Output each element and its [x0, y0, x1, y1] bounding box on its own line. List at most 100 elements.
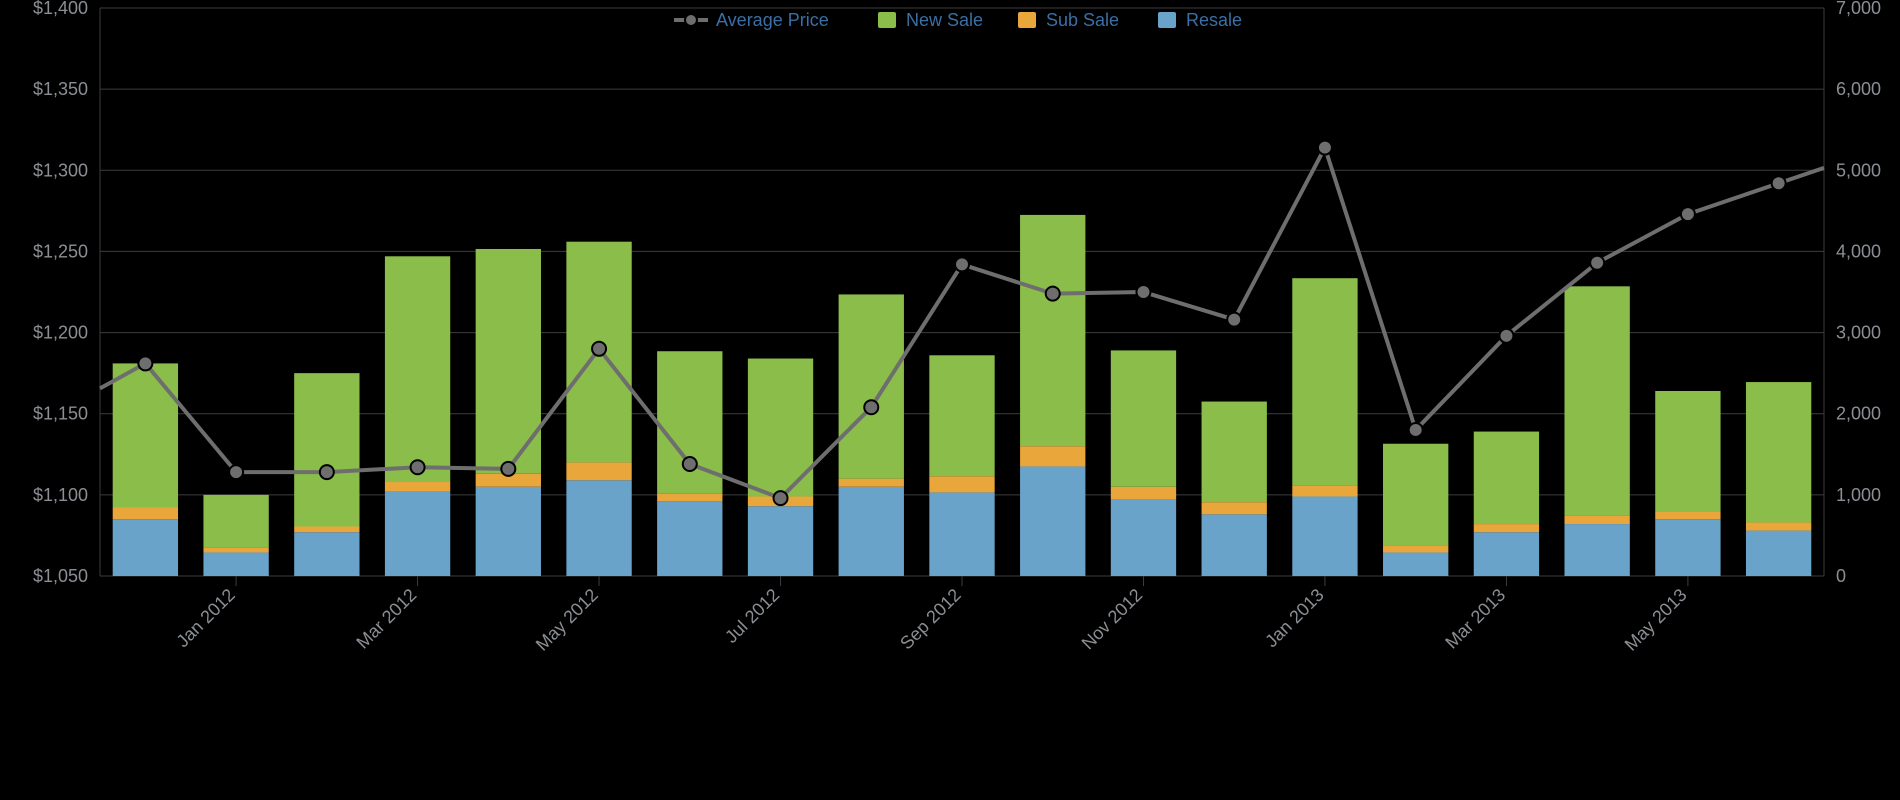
bar-resale[interactable] [1564, 524, 1629, 576]
bar-resale[interactable] [203, 552, 268, 576]
avg-price-marker[interactable] [864, 400, 878, 414]
bar-newsale[interactable] [294, 373, 359, 526]
avg-price-marker[interactable] [1409, 423, 1423, 437]
bar-resale[interactable] [385, 492, 450, 576]
bar-resale[interactable] [748, 506, 813, 576]
avg-price-marker[interactable] [1136, 285, 1150, 299]
avg-price-marker[interactable] [592, 342, 606, 356]
bar-subsale[interactable] [113, 507, 178, 519]
bar-resale[interactable] [1474, 532, 1539, 576]
bar-newsale[interactable] [839, 294, 904, 478]
legend-label[interactable]: New Sale [906, 10, 983, 30]
legend-marker-icon [685, 14, 697, 26]
bar-newsale[interactable] [1474, 432, 1539, 525]
avg-price-marker[interactable] [774, 491, 788, 505]
bar-newsale[interactable] [1383, 444, 1448, 546]
x-tick-label: Jan 2012 [172, 585, 239, 652]
x-axis: Jan 2012Mar 2012May 2012Jul 2012Sep 2012… [172, 576, 1690, 655]
y-left-tick-label: $1,250 [33, 241, 88, 261]
bar-subsale[interactable] [566, 462, 631, 480]
y-left-tick-label: $1,100 [33, 485, 88, 505]
avg-price-marker[interactable] [683, 457, 697, 471]
x-tick-label: Mar 2012 [352, 585, 420, 653]
bar-resale[interactable] [1202, 514, 1267, 576]
bar-resale[interactable] [1746, 531, 1811, 576]
bar-subsale[interactable] [1111, 487, 1176, 500]
bar-subsale[interactable] [929, 476, 994, 492]
y-left-tick-label: $1,400 [33, 0, 88, 18]
legend-label[interactable]: Average Price [716, 10, 829, 30]
bar-resale[interactable] [566, 480, 631, 576]
legend-label[interactable]: Sub Sale [1046, 10, 1119, 30]
bar-subsale[interactable] [1202, 502, 1267, 514]
y-axis-left: $1,050$1,100$1,150$1,200$1,250$1,300$1,3… [33, 0, 88, 586]
avg-price-marker[interactable] [1590, 256, 1604, 270]
avg-price-marker[interactable] [1227, 313, 1241, 327]
bar-newsale[interactable] [1655, 391, 1720, 511]
avg-price-marker[interactable] [1046, 287, 1060, 301]
bar-subsale[interactable] [1292, 486, 1357, 497]
bar-resale[interactable] [1111, 500, 1176, 576]
bar-newsale[interactable] [1292, 278, 1357, 486]
bar-newsale[interactable] [929, 355, 994, 476]
bar-resale[interactable] [929, 492, 994, 576]
bar-resale[interactable] [1292, 496, 1357, 576]
avg-price-marker[interactable] [1681, 207, 1695, 221]
avg-price-marker[interactable] [1499, 329, 1513, 343]
bar-newsale[interactable] [1564, 286, 1629, 516]
bar-newsale[interactable] [1746, 382, 1811, 522]
bar-subsale[interactable] [1655, 511, 1720, 519]
bar-resale[interactable] [1020, 466, 1085, 576]
bar-subsale[interactable] [839, 479, 904, 487]
bar-resale[interactable] [657, 501, 722, 576]
y-right-tick-label: 0 [1836, 566, 1846, 586]
y-right-tick-label: 6,000 [1836, 79, 1881, 99]
bar-newsale[interactable] [1020, 215, 1085, 446]
bar-newsale[interactable] [385, 256, 450, 481]
bar-subsale[interactable] [1564, 516, 1629, 524]
avg-price-marker[interactable] [1318, 141, 1332, 155]
legend-label[interactable]: Resale [1186, 10, 1242, 30]
y-right-tick-label: 3,000 [1836, 323, 1881, 343]
bar-resale[interactable] [1655, 519, 1720, 576]
avg-price-marker[interactable] [1772, 176, 1786, 190]
x-tick-label: Jan 2013 [1261, 585, 1328, 652]
x-tick-label: Mar 2013 [1441, 585, 1509, 653]
bar-subsale[interactable] [1746, 522, 1811, 530]
x-tick-label: Jul 2012 [721, 585, 783, 647]
bar-subsale[interactable] [657, 493, 722, 501]
y-left-tick-label: $1,050 [33, 566, 88, 586]
legend-swatch [1018, 12, 1036, 28]
bar-resale[interactable] [294, 532, 359, 576]
chart-container: $1,050$1,100$1,150$1,200$1,250$1,300$1,3… [0, 0, 1900, 800]
bar-resale[interactable] [839, 487, 904, 576]
y-left-tick-label: $1,200 [33, 323, 88, 343]
avg-price-marker[interactable] [501, 462, 515, 476]
y-right-tick-label: 4,000 [1836, 241, 1881, 261]
y-left-tick-label: $1,300 [33, 160, 88, 180]
avg-price-marker[interactable] [138, 356, 152, 370]
bar-newsale[interactable] [203, 495, 268, 548]
avg-price-marker[interactable] [320, 465, 334, 479]
avg-price-marker[interactable] [229, 465, 243, 479]
bar-newsale[interactable] [1111, 350, 1176, 486]
bar-resale[interactable] [476, 487, 541, 576]
y-right-tick-label: 7,000 [1836, 0, 1881, 18]
x-tick-label: Sep 2012 [896, 585, 965, 654]
bar-resale[interactable] [113, 519, 178, 576]
bar-resale[interactable] [1383, 552, 1448, 576]
x-tick-label: May 2013 [1621, 585, 1691, 655]
bar-subsale[interactable] [1474, 524, 1539, 532]
bar-subsale[interactable] [385, 481, 450, 492]
legend-swatch [1158, 12, 1176, 28]
bar-subsale[interactable] [294, 527, 359, 533]
bar-newsale[interactable] [113, 363, 178, 507]
bar-subsale[interactable] [1383, 546, 1448, 552]
y-left-tick-label: $1,150 [33, 404, 88, 424]
bar-subsale[interactable] [203, 548, 268, 553]
bar-newsale[interactable] [1202, 402, 1267, 503]
bar-subsale[interactable] [1020, 446, 1085, 466]
avg-price-marker[interactable] [955, 257, 969, 271]
avg-price-marker[interactable] [411, 460, 425, 474]
y-axis-right: 01,0002,0003,0004,0005,0006,0007,000 [1836, 0, 1881, 586]
